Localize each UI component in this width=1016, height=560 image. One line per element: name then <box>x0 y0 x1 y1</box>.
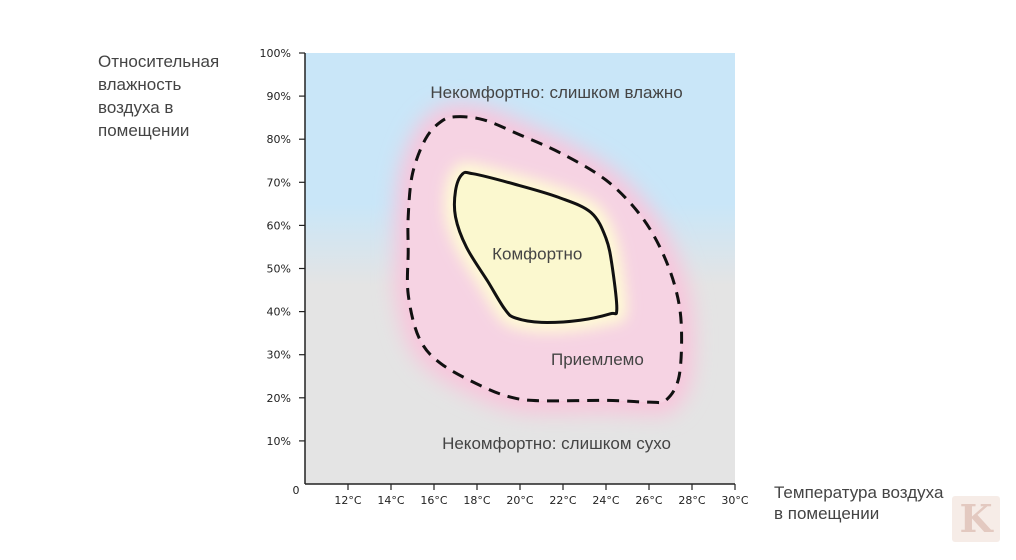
x-tick-label-7: 26°C <box>635 494 662 507</box>
y-axis-title: Относительная влажность воздуха в помеще… <box>98 50 219 142</box>
comfort-zone-outline <box>452 170 619 324</box>
y-tick-label-9: 100% <box>260 47 291 60</box>
y-axis-title-line-2: влажность <box>98 75 182 94</box>
y-tick-label-0: 10% <box>267 435 291 448</box>
y-tick-label-4: 50% <box>267 263 291 276</box>
origin-label: 0 <box>293 484 300 497</box>
x-axis-title: Температура воздуха в помещении <box>774 482 943 524</box>
y-axis-title-line-4: помещении <box>98 121 190 140</box>
y-tick-label-2: 30% <box>267 349 291 362</box>
x-axis-title-line-2: в помещении <box>774 504 880 523</box>
x-tick-label-3: 18°C <box>463 494 490 507</box>
x-tick-label-4: 20°C <box>506 494 533 507</box>
x-tick-label-2: 16°C <box>420 494 447 507</box>
x-tick-label-8: 28°C <box>678 494 705 507</box>
y-tick-label-8: 90% <box>267 90 291 103</box>
zone-label-3: Некомфортно: слишком сухо <box>442 434 671 453</box>
x-tick-label-0: 12°C <box>334 494 361 507</box>
y-tick-label-5: 60% <box>267 219 291 232</box>
y-tick-label-1: 20% <box>267 392 291 405</box>
zone-label-0: Некомфортно: слишком влажно <box>430 83 682 102</box>
comfort-zone <box>454 172 617 323</box>
y-tick-label-7: 80% <box>267 133 291 146</box>
y-axis-title-line-1: Относительная <box>98 52 220 71</box>
acceptable-zone-outline <box>405 115 684 405</box>
x-tick-label-9: 30°C <box>721 494 748 507</box>
x-axis-title-line-1: Температура воздуха <box>774 483 944 502</box>
y-axis-title-line-3: воздуха в <box>98 98 174 117</box>
zone-label-2: Комфортно <box>492 244 582 263</box>
y-tick-label-3: 40% <box>267 306 291 319</box>
x-tick-label-1: 14°C <box>377 494 404 507</box>
zone-label-1: Приемлемо <box>551 350 644 369</box>
y-tick-label-6: 70% <box>267 176 291 189</box>
x-tick-label-5: 22°C <box>549 494 576 507</box>
x-tick-label-6: 24°C <box>592 494 619 507</box>
watermark-logo: K <box>952 496 1000 542</box>
